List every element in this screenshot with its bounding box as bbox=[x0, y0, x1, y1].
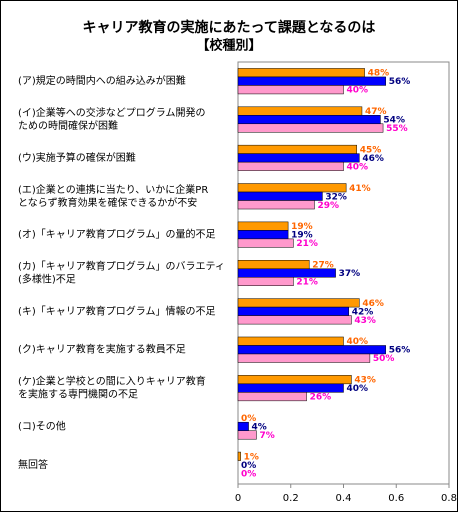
value-label: 56% bbox=[389, 77, 411, 87]
category-label: (カ)「キャリア教育プログラム」のバラエティ bbox=[18, 260, 225, 273]
value-label: 21% bbox=[296, 278, 318, 288]
value-label: 26% bbox=[310, 393, 332, 403]
bar bbox=[237, 336, 344, 346]
value-label: 41% bbox=[349, 184, 371, 194]
value-label: 37% bbox=[339, 269, 361, 279]
category-label: を実施する専門機関の不足 bbox=[18, 388, 138, 401]
category-label: とならず教育効果を確保できるかが不安 bbox=[18, 196, 197, 209]
category-label: (キ)「キャリア教育プログラム」情報の不足 bbox=[18, 304, 216, 317]
value-label: 48% bbox=[368, 69, 390, 79]
bar bbox=[237, 345, 386, 355]
category-label: (エ)企業との連携に当たり、いかに企業PR bbox=[18, 183, 208, 196]
value-label: 19% bbox=[291, 231, 313, 241]
bar bbox=[237, 430, 257, 440]
value-label: 21% bbox=[296, 239, 318, 249]
value-label: 54% bbox=[383, 116, 405, 126]
value-label: 46% bbox=[362, 154, 384, 164]
category-label: (ウ)実施予算の確保が困難 bbox=[18, 151, 136, 164]
x-tick-label: 0 bbox=[235, 493, 241, 504]
chart-title: キャリア教育の実施にあたって課題となるのは bbox=[83, 19, 376, 36]
bar bbox=[237, 76, 386, 86]
value-label: 56% bbox=[389, 346, 411, 356]
category-label: (多様性)不足 bbox=[18, 273, 76, 286]
value-label: 43% bbox=[354, 376, 376, 386]
category-label: (ア)規定の時間内への組み込みが困難 bbox=[18, 74, 186, 87]
value-label: 47% bbox=[365, 107, 387, 117]
bar bbox=[237, 144, 357, 154]
value-label: 4% bbox=[252, 422, 267, 432]
value-label: 1% bbox=[244, 452, 259, 462]
bar bbox=[237, 106, 363, 116]
bar bbox=[237, 123, 384, 133]
value-label: 0% bbox=[241, 469, 256, 479]
value-label: 40% bbox=[347, 384, 369, 394]
value-label: 19% bbox=[291, 222, 313, 232]
bar bbox=[237, 353, 371, 363]
bar bbox=[237, 230, 289, 240]
value-label: 29% bbox=[317, 201, 339, 211]
bar bbox=[237, 200, 315, 210]
value-label: 40% bbox=[347, 337, 369, 347]
bar bbox=[237, 268, 336, 278]
x-tick-label: 0.6 bbox=[388, 493, 404, 504]
bar bbox=[237, 85, 344, 95]
bar bbox=[237, 421, 249, 431]
value-label: 7% bbox=[259, 431, 274, 441]
value-label: 32% bbox=[325, 192, 347, 202]
x-tick-label: 0.2 bbox=[283, 493, 299, 504]
category-label: (コ)その他 bbox=[18, 419, 66, 432]
value-label: 55% bbox=[386, 124, 408, 134]
value-label: 42% bbox=[352, 307, 374, 317]
value-label: 40% bbox=[347, 86, 369, 96]
x-tick-label: 0.4 bbox=[336, 493, 352, 504]
bar bbox=[237, 315, 352, 325]
value-label: 27% bbox=[312, 261, 334, 271]
bar bbox=[237, 306, 350, 316]
value-label: 0% bbox=[241, 414, 256, 424]
bar bbox=[237, 183, 347, 193]
value-label: 46% bbox=[362, 299, 384, 309]
category-label: (ク)キャリア教育を実施する教員不足 bbox=[18, 343, 186, 356]
bar bbox=[237, 375, 352, 385]
bar bbox=[237, 298, 360, 308]
bar bbox=[237, 260, 310, 269]
bar bbox=[237, 277, 294, 286]
bar bbox=[237, 68, 365, 78]
bar bbox=[237, 161, 344, 171]
value-label: 0% bbox=[241, 461, 256, 471]
bar bbox=[237, 153, 360, 163]
bar bbox=[237, 383, 344, 393]
x-tick-label: 0.8 bbox=[441, 493, 457, 504]
chart-subtitle: 【校種別】 bbox=[196, 38, 261, 54]
value-label: 40% bbox=[347, 162, 369, 172]
bar bbox=[237, 392, 307, 402]
bar bbox=[237, 191, 323, 201]
value-label: 50% bbox=[373, 354, 395, 364]
category-label: ための時間確保が困難 bbox=[18, 119, 118, 132]
category-label: 無回答 bbox=[18, 458, 48, 471]
value-label: 45% bbox=[360, 145, 382, 155]
bar bbox=[237, 115, 381, 125]
bar bbox=[237, 221, 289, 231]
category-label: (オ)「キャリア教育プログラム」の量的不足 bbox=[18, 228, 216, 241]
bar bbox=[237, 451, 241, 461]
value-label: 43% bbox=[354, 316, 376, 326]
category-label: (イ)企業等への交渉などプログラム開発の bbox=[18, 106, 206, 119]
bar bbox=[237, 238, 294, 248]
category-label: (ケ)企業と学校との間に入りキャリア教育 bbox=[18, 375, 206, 388]
